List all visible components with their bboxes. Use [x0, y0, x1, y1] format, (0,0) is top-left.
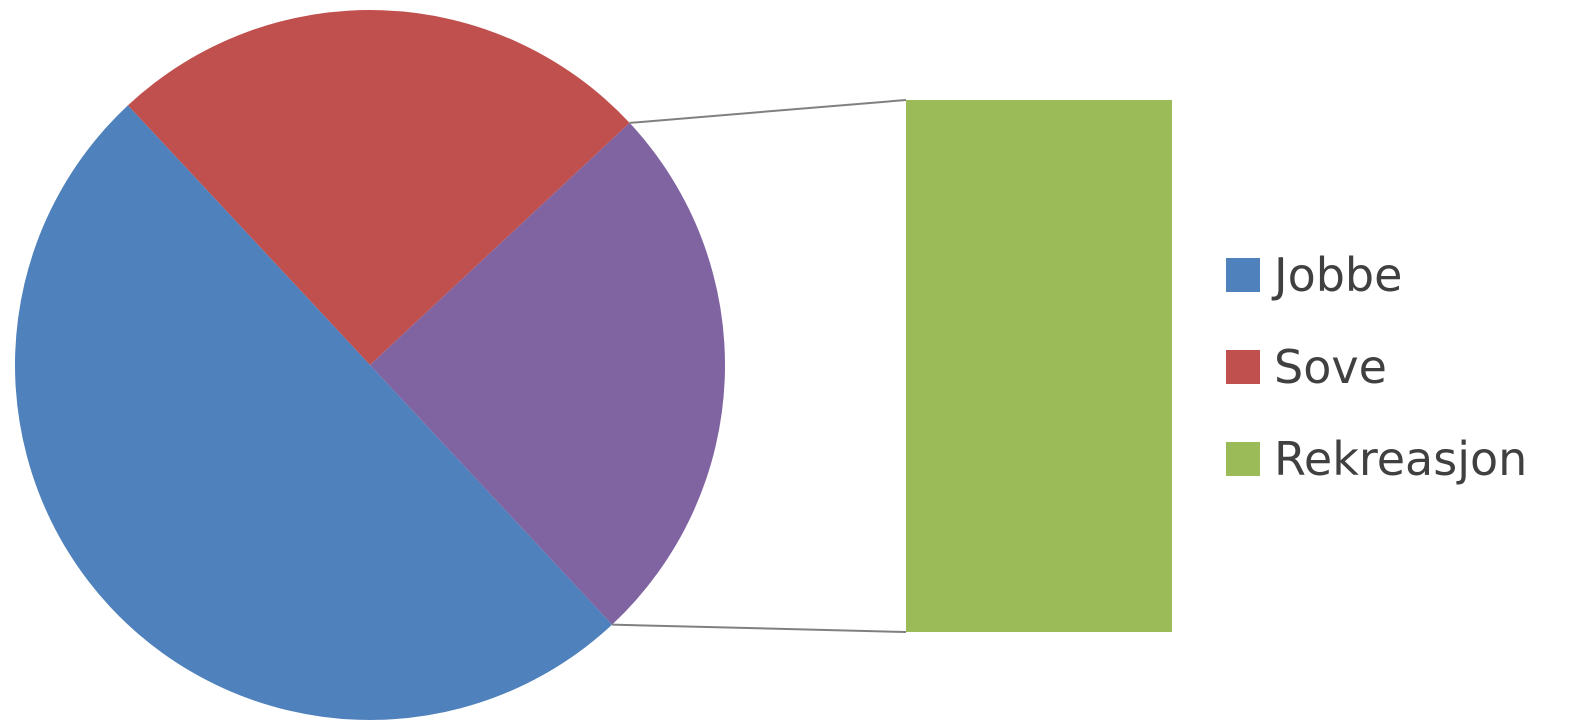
connector-line-bottom [612, 623, 907, 633]
pie-slice-jobbe [14, 105, 613, 720]
legend-swatch-jobbe [1226, 258, 1260, 292]
pie [14, 10, 725, 720]
legend-label-sove: Sove [1274, 340, 1387, 394]
legend-item-jobbe: Jobbe [1226, 248, 1402, 302]
connector-line-top [629, 99, 907, 124]
legend-label-rekreasjon: Rekreasjon [1274, 432, 1527, 486]
bar-segment-rekreasjon [906, 100, 1172, 632]
legend-swatch-sove [1226, 350, 1260, 384]
pie-slice-rekreasjon [370, 122, 725, 625]
connector-lines [612, 99, 907, 633]
legend-label-jobbe: Jobbe [1271, 248, 1402, 302]
legend-swatch-rekreasjon [1226, 442, 1260, 476]
secondary-bar [906, 100, 1172, 632]
legend-item-rekreasjon: Rekreasjon [1226, 432, 1527, 486]
legend-item-sove: Sove [1226, 340, 1387, 394]
legend: Jobbe Sove Rekreasjon [1226, 248, 1527, 486]
pie-slice-sove [127, 10, 630, 366]
